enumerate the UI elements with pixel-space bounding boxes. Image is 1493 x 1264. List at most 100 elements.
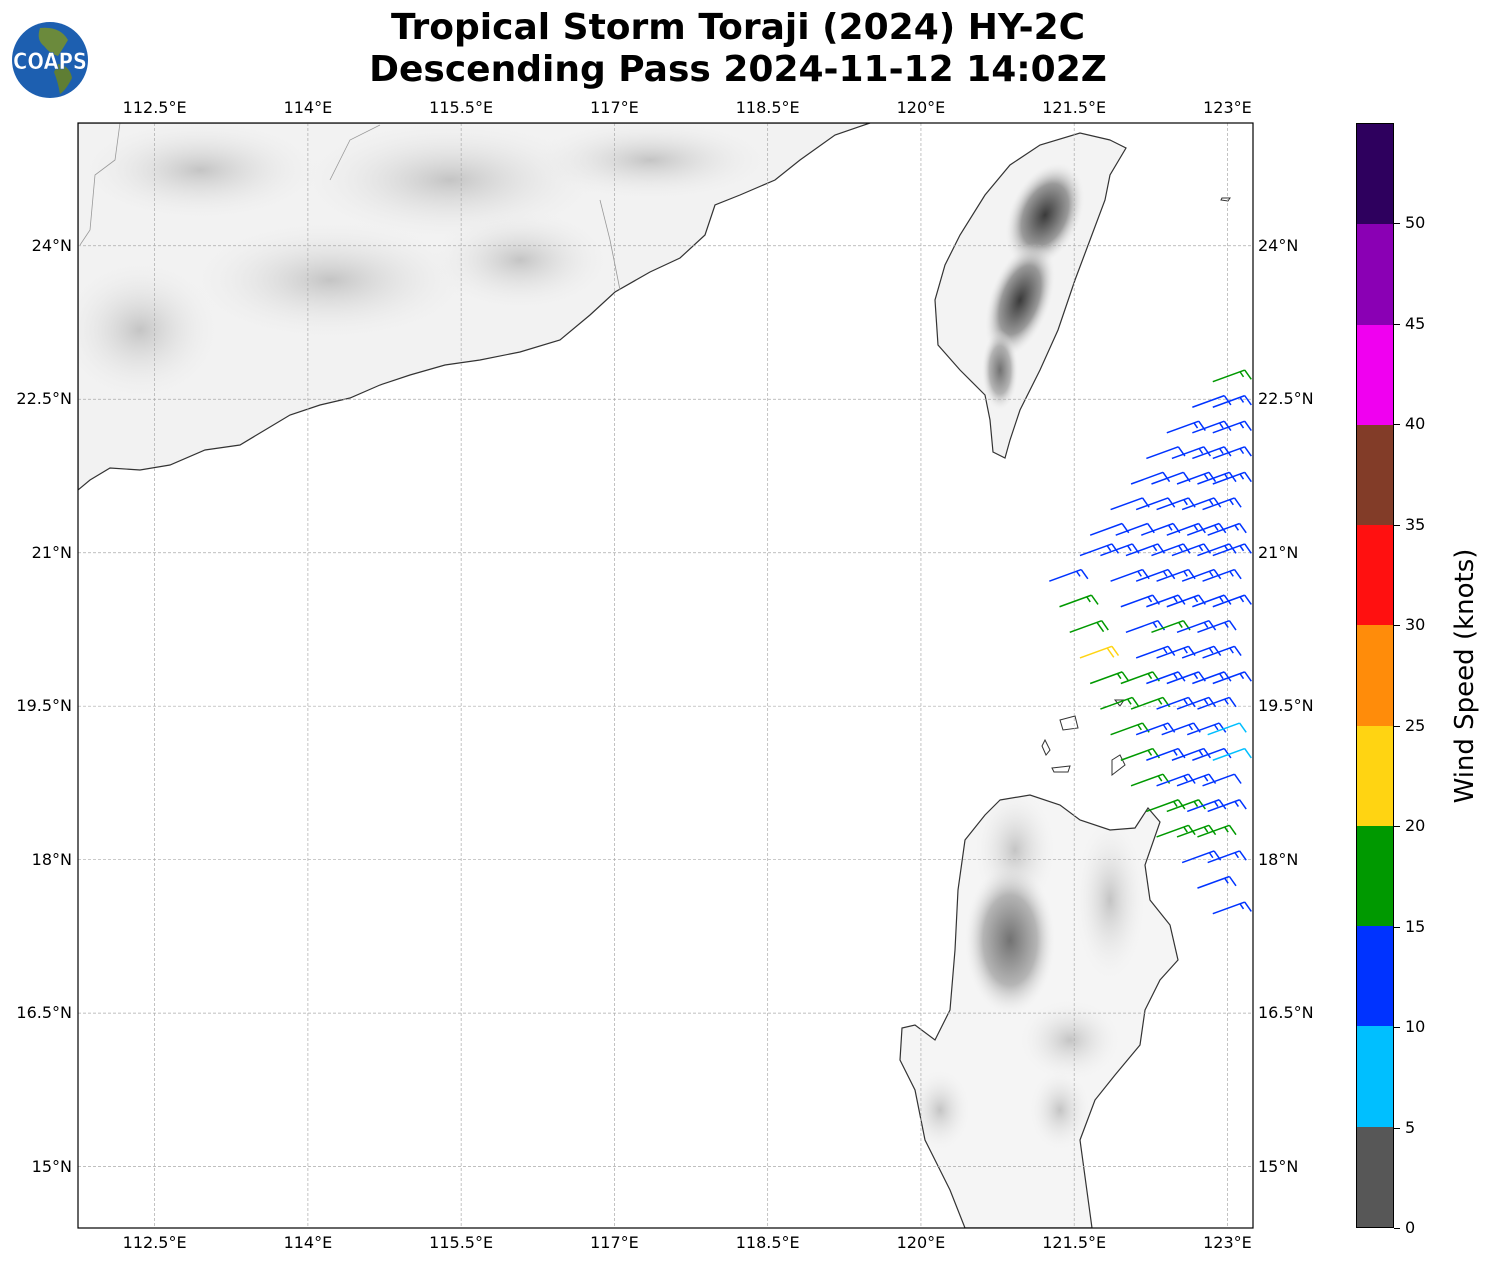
wind-barb	[1135, 497, 1176, 511]
wind-barb	[1146, 671, 1186, 685]
colorbar-segment	[1357, 1026, 1393, 1127]
colorbar-segment	[1357, 1126, 1393, 1227]
colorbar-tick-label: 10	[1405, 1017, 1426, 1037]
lon-tick-label-bottom: 117°E	[590, 1233, 639, 1252]
wind-barb	[1202, 497, 1242, 511]
wind-barb	[1192, 594, 1232, 608]
wind-barb	[1212, 543, 1252, 557]
wind-barb	[1212, 747, 1252, 761]
colorbar	[1356, 123, 1394, 1228]
wind-barb	[1135, 568, 1176, 582]
colorbar-tick-label: 50	[1405, 213, 1426, 233]
wind-barb	[1181, 568, 1222, 582]
wind-barb	[1130, 471, 1171, 485]
wind-barb	[1212, 471, 1252, 485]
colorbar-tick-mark	[1394, 926, 1400, 928]
svg-text:COAPS: COAPS	[13, 50, 87, 75]
wind-barb	[1186, 799, 1227, 813]
lat-tick-label-right: 21°N	[1258, 542, 1299, 562]
lat-tick-label-left: 21°N	[31, 542, 72, 562]
wind-barb	[1192, 671, 1232, 685]
lon-tick-label-top: 120°E	[896, 98, 946, 117]
wind-barb	[1212, 901, 1252, 915]
coaps-logo: COAPS	[12, 22, 88, 98]
lat-tick-label-right: 24°N	[1258, 235, 1299, 255]
colorbar-tick-mark	[1394, 1228, 1400, 1229]
lat-tick-label-right: 18°N	[1258, 849, 1299, 869]
wind-barb	[1156, 773, 1196, 787]
colorbar-tick-label: 5	[1405, 1117, 1416, 1137]
lat-tick-label-left: 19.5°N	[16, 696, 72, 716]
lon-tick-label-top: 114°E	[283, 98, 333, 117]
wind-barbs	[1049, 369, 1252, 915]
wind-barb	[1186, 522, 1227, 536]
wind-barb	[1181, 645, 1222, 659]
lat-tick-label-left: 18°N	[31, 849, 72, 869]
colorbar-tick-label: 0	[1405, 1218, 1416, 1237]
wind-barb	[1089, 671, 1130, 685]
colorbar-tick-mark	[1394, 1127, 1400, 1129]
colorbar-tick-label: 15	[1405, 916, 1426, 936]
wind-barb	[1176, 471, 1217, 485]
lat-tick-label-right: 16.5°N	[1258, 1003, 1314, 1023]
wind-barb	[1156, 696, 1196, 710]
lat-tick-label-left: 15°N	[31, 1156, 72, 1176]
lon-tick-label-top: 121.5°E	[1042, 98, 1107, 117]
lon-tick-label-bottom: 112.5°E	[122, 1233, 187, 1252]
title-line-1: Tropical Storm Toraji (2024) HY-2C	[390, 7, 1086, 48]
wind-barb	[1069, 620, 1109, 634]
colorbar-tick-mark	[1394, 223, 1400, 225]
colorbar-tick-label: 35	[1405, 514, 1426, 534]
wind-barb	[1181, 497, 1222, 511]
wind-barb	[1186, 722, 1227, 736]
lon-tick-label-bottom: 120°E	[896, 1233, 946, 1252]
colorbar-segment	[1357, 424, 1393, 526]
wind-barb	[1166, 799, 1206, 813]
wind-barb	[1049, 568, 1089, 582]
wind-barb	[1135, 645, 1176, 659]
wind-barb	[1212, 369, 1252, 383]
wind-barb	[1207, 722, 1247, 736]
lon-tick-label-bottom: 118.5°E	[735, 1233, 800, 1252]
title-line-2: Descending Pass 2024-11-12 14:02Z	[369, 49, 1107, 90]
wind-barb	[1212, 446, 1252, 460]
lat-tick-label-right: 22.5°N	[1258, 389, 1314, 409]
lat-tick-label-right: 19.5°N	[1258, 696, 1314, 716]
lon-tick-label-bottom: 115.5°E	[429, 1233, 494, 1252]
wind-barb	[1100, 696, 1140, 710]
colorbar-tick-label: 25	[1405, 715, 1426, 735]
map-frame	[77, 122, 1254, 1229]
luzon-landmass	[899, 699, 1179, 1228]
wind-barb	[1166, 522, 1206, 536]
wind-barb	[1176, 620, 1217, 634]
wind-barb	[1197, 824, 1237, 838]
lon-tick-label-top: 117°E	[590, 98, 639, 117]
lat-tick-label-left: 16.5°N	[16, 1003, 72, 1023]
colorbar-tick-mark	[1394, 524, 1400, 526]
wind-barb	[1197, 620, 1237, 634]
wind-barb	[1176, 824, 1217, 838]
colorbar-tick-label: 20	[1405, 816, 1426, 836]
wind-barb	[1192, 420, 1232, 434]
lat-tick-label-left: 24°N	[31, 235, 72, 255]
colorbar-tick-mark	[1394, 725, 1400, 727]
wind-barb	[1151, 543, 1191, 557]
wind-barb	[1212, 671, 1252, 685]
wind-barb	[1171, 446, 1212, 460]
lat-tick-label-left: 22.5°N	[16, 389, 72, 409]
wind-barb	[1212, 394, 1252, 408]
colorbar-segment	[1357, 124, 1393, 225]
colorbar-tick-mark	[1394, 826, 1400, 828]
colorbar-tick-mark	[1394, 424, 1400, 426]
wind-barb	[1212, 420, 1252, 434]
wind-barb	[1079, 645, 1120, 659]
lon-tick-label-bottom: 123°E	[1203, 1233, 1252, 1252]
china-landmass	[78, 123, 871, 491]
colorbar-segment	[1357, 926, 1393, 1027]
wind-barb	[1212, 594, 1252, 608]
colorbar-tick-mark	[1394, 1027, 1400, 1029]
colorbar-tick-label: 45	[1405, 313, 1426, 333]
colorbar-tick-mark	[1394, 323, 1400, 325]
wind-barb	[1146, 594, 1186, 608]
